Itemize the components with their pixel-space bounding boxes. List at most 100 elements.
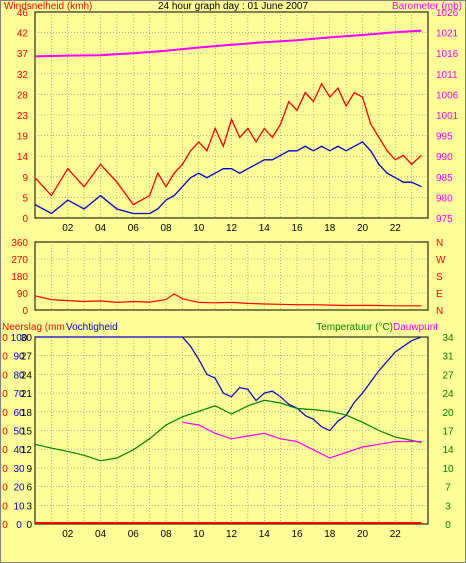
humidity-tick-label: 30	[13, 464, 25, 475]
rain-tick-label: 0	[2, 501, 8, 512]
hour-tick-label: 20	[357, 529, 369, 540]
hour-tick-label: 02	[62, 529, 74, 540]
temperature-tick-label: 27	[442, 370, 454, 381]
panel3-series	[34, 336, 422, 524]
scale-tick-label: 21	[21, 389, 33, 400]
temperature-axis-label: Temperatuur (°C)	[316, 322, 393, 333]
barometer-tick-label: 980	[436, 193, 453, 204]
hour-tick-label: 04	[95, 529, 107, 540]
barometer-tick-label: 1016	[436, 49, 459, 60]
wind-tick-label: 9	[22, 173, 28, 184]
temperature-tick-label: 14	[442, 445, 454, 456]
scale-tick-label: 0	[26, 520, 32, 531]
wind-speed-line	[34, 141, 422, 215]
temperature-line	[34, 399, 422, 462]
direction-tick-label: 270	[11, 255, 28, 266]
scale-tick-label: 9	[26, 464, 32, 475]
rain-tick-label: 0	[2, 464, 8, 475]
temperature-tick-label: 10	[442, 464, 454, 475]
barometer-line	[34, 29, 422, 58]
hour-tick-label: 10	[193, 529, 205, 540]
hour-tick-label: 10	[193, 223, 205, 234]
rain-tick-label: 0	[2, 445, 8, 456]
scale-tick-label: 12	[21, 445, 33, 456]
wind-tick-label: 28	[17, 90, 29, 101]
chart-title: 24 hour graph day : 01 June 2007	[158, 1, 309, 12]
humidity-axis-label: Vochtigheid	[66, 322, 118, 333]
wind-tick-label: 23	[17, 111, 29, 122]
rain-tick-label: 0	[2, 483, 8, 494]
scale-tick-label: 24	[21, 370, 33, 381]
temperature-tick-label: 24	[442, 389, 454, 400]
compass-letter: S	[436, 272, 443, 283]
hour-tick-label: 16	[291, 529, 303, 540]
hour-tick-label: 08	[160, 223, 172, 234]
barometer-tick-label: 975	[436, 214, 453, 225]
humidity-tick-label: 90	[13, 352, 25, 363]
barometer-tick-label: 1001	[436, 111, 459, 122]
direction-tick-label: 0	[22, 306, 28, 317]
barometer-axis-label: Barometer (mb)	[392, 1, 462, 12]
direction-tick-label: 90	[17, 289, 29, 300]
compass-letter: N	[436, 306, 443, 317]
temperature-tick-label: 17	[442, 427, 454, 438]
wind-direction-line	[34, 293, 422, 307]
barometer-tick-label: 1026	[436, 8, 459, 19]
scale-tick-label: 15	[21, 427, 33, 438]
compass-letter: N	[436, 238, 443, 249]
hour-tick-label: 14	[259, 529, 271, 540]
wind-direction-panel: 0 N 90 E 180 S 270 W 360 N	[11, 238, 446, 317]
direction-tick-label: 360	[11, 238, 28, 249]
scale-tick-label: 30	[21, 333, 33, 344]
wind-gust-line	[34, 82, 422, 206]
wind-tick-label: 19	[17, 132, 29, 143]
hour-tick-label: 20	[357, 223, 369, 234]
rain-tick-label: 0	[2, 520, 8, 531]
humidity-tick-label: 80	[13, 370, 25, 381]
hour-tick-label: 16	[291, 223, 303, 234]
barometer-tick-label: 1006	[436, 90, 459, 101]
humidity-line	[35, 336, 422, 432]
humidity-tick-label: 20	[13, 483, 25, 494]
humidity-tick-label: 0	[16, 520, 22, 531]
panel1-grid	[35, 12, 428, 218]
temperature-tick-label: 20	[442, 408, 454, 419]
hour-tick-label: 18	[324, 529, 336, 540]
hour-tick-label: 12	[226, 529, 238, 540]
hour-tick-label: 22	[390, 529, 402, 540]
humidity-tick-label: 10	[13, 501, 25, 512]
rain-tick-label: 0	[2, 352, 8, 363]
barometer-tick-label: 995	[436, 132, 453, 143]
hour-tick-label: 06	[128, 529, 140, 540]
humidity-tick-label: 40	[13, 445, 25, 456]
compass-letter: E	[436, 289, 443, 300]
scale-tick-label: 27	[21, 352, 33, 363]
barometer-tick-label: 985	[436, 173, 453, 184]
wind-tick-label: 14	[17, 152, 29, 163]
barometer-tick-label: 1021	[436, 29, 459, 40]
hour-tick-label: 06	[128, 223, 140, 234]
wind-tick-label: 5	[22, 193, 28, 204]
rain-tick-label: 0	[2, 370, 8, 381]
temperature-tick-label: 7	[445, 483, 451, 494]
scale-tick-label: 6	[26, 483, 32, 494]
panel2-series	[34, 293, 422, 307]
rain-tick-label: 0	[2, 427, 8, 438]
hour-tick-label: 14	[259, 223, 271, 234]
compass-letter: W	[436, 255, 446, 266]
humidity-tick-label: 70	[13, 389, 25, 400]
temperature-tick-label: 3	[445, 501, 451, 512]
wind-axis-label: Windsnelheid (kmh)	[4, 1, 92, 12]
wind-tick-label: 32	[17, 70, 29, 81]
hour-tick-label: 02	[62, 223, 74, 234]
hour-tick-label: 12	[226, 223, 238, 234]
hour-tick-label: 04	[95, 223, 107, 234]
barometer-tick-label: 990	[436, 152, 453, 163]
wind-tick-label: 42	[17, 29, 29, 40]
humidity-tick-label: 100	[11, 333, 28, 344]
hour-tick-label: 08	[160, 529, 172, 540]
